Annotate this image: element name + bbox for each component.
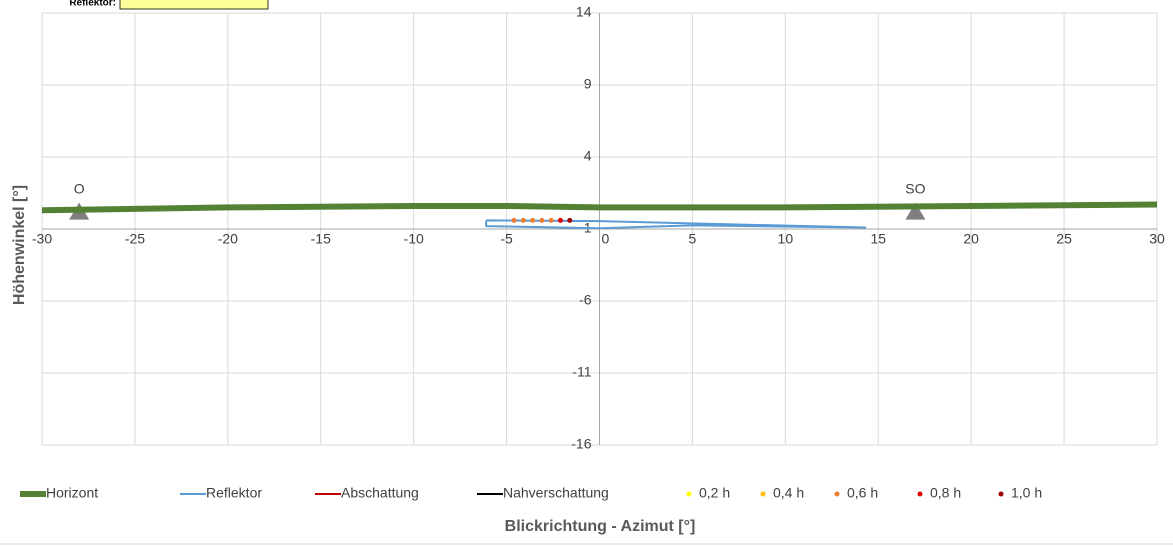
series-dot — [548, 217, 554, 223]
series-line — [41, 201, 1158, 214]
legend-label: Nahverschattung — [503, 485, 609, 501]
y-tick-label: -11 — [572, 364, 591, 380]
y-tick-label: 14 — [576, 4, 592, 20]
x-tick-label: -5 — [500, 231, 513, 247]
y-tick-label: 9 — [584, 76, 592, 92]
x-tick-label: 10 — [778, 231, 794, 247]
y-axis-title: Höhenwinkel [°] — [11, 185, 28, 305]
x-tick-label: 0 — [602, 231, 610, 247]
legend-label: 0,4 h — [773, 485, 804, 501]
y-tick-label: 4 — [584, 148, 592, 164]
series-line — [485, 219, 867, 230]
x-tick-label: 15 — [870, 231, 886, 247]
x-tick-label: -15 — [311, 231, 331, 247]
legend-label: Abschattung — [341, 485, 419, 501]
series-dot — [511, 217, 517, 223]
legend-swatch — [917, 491, 923, 497]
legend-swatch — [760, 491, 766, 497]
x-tick-label: 30 — [1149, 231, 1165, 247]
legend-label: Horizont — [46, 485, 98, 501]
legend-label: 0,6 h — [847, 485, 878, 501]
annotation-marker — [905, 202, 926, 220]
series-dot — [530, 217, 536, 223]
legend-label: 0,8 h — [930, 485, 961, 501]
y-tick-label: -6 — [579, 292, 592, 308]
annotation-label: O — [74, 180, 85, 196]
x-tick-label: -10 — [404, 231, 424, 247]
x-tick-label: -25 — [125, 231, 145, 247]
legend-swatch — [998, 491, 1004, 497]
x-tick-label: -30 — [32, 231, 52, 247]
series-dot — [567, 217, 573, 223]
corner-box — [119, 0, 269, 10]
x-tick-label: 25 — [1056, 231, 1072, 247]
x-tick-label: -20 — [218, 231, 238, 247]
legend-label: Reflektor — [206, 485, 262, 501]
y-tick-label: -16 — [571, 436, 591, 452]
corner-label: Reflektor: — [69, 0, 116, 9]
series-dot — [557, 217, 563, 223]
legend-swatch — [686, 491, 692, 497]
legend-label: 1,0 h — [1011, 485, 1042, 501]
x-tick-label: 5 — [689, 231, 697, 247]
x-tick-label: 20 — [963, 231, 979, 247]
legend-label: 0,2 h — [699, 485, 730, 501]
x-axis-title: Blickrichtung - Azimut [°] — [505, 518, 696, 535]
annotation-label: SO — [905, 180, 925, 196]
series-dot — [520, 217, 526, 223]
series-dot — [539, 217, 545, 223]
legend-swatch — [834, 491, 840, 497]
